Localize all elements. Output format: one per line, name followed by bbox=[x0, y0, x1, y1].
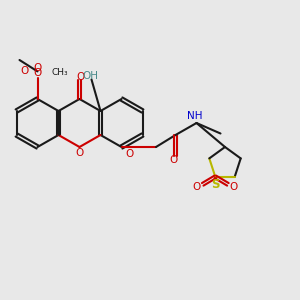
Text: NH: NH bbox=[187, 111, 203, 122]
Text: O: O bbox=[230, 182, 238, 192]
Text: O: O bbox=[77, 72, 85, 82]
Text: O: O bbox=[125, 148, 133, 159]
Text: OH: OH bbox=[82, 71, 98, 81]
Text: CH₃: CH₃ bbox=[52, 68, 68, 77]
Text: S: S bbox=[211, 178, 220, 191]
Text: O: O bbox=[75, 148, 84, 158]
Text: O: O bbox=[33, 68, 42, 78]
Text: O: O bbox=[20, 65, 28, 76]
Text: O: O bbox=[170, 154, 178, 165]
Text: O: O bbox=[193, 182, 201, 192]
Text: O: O bbox=[33, 63, 42, 74]
